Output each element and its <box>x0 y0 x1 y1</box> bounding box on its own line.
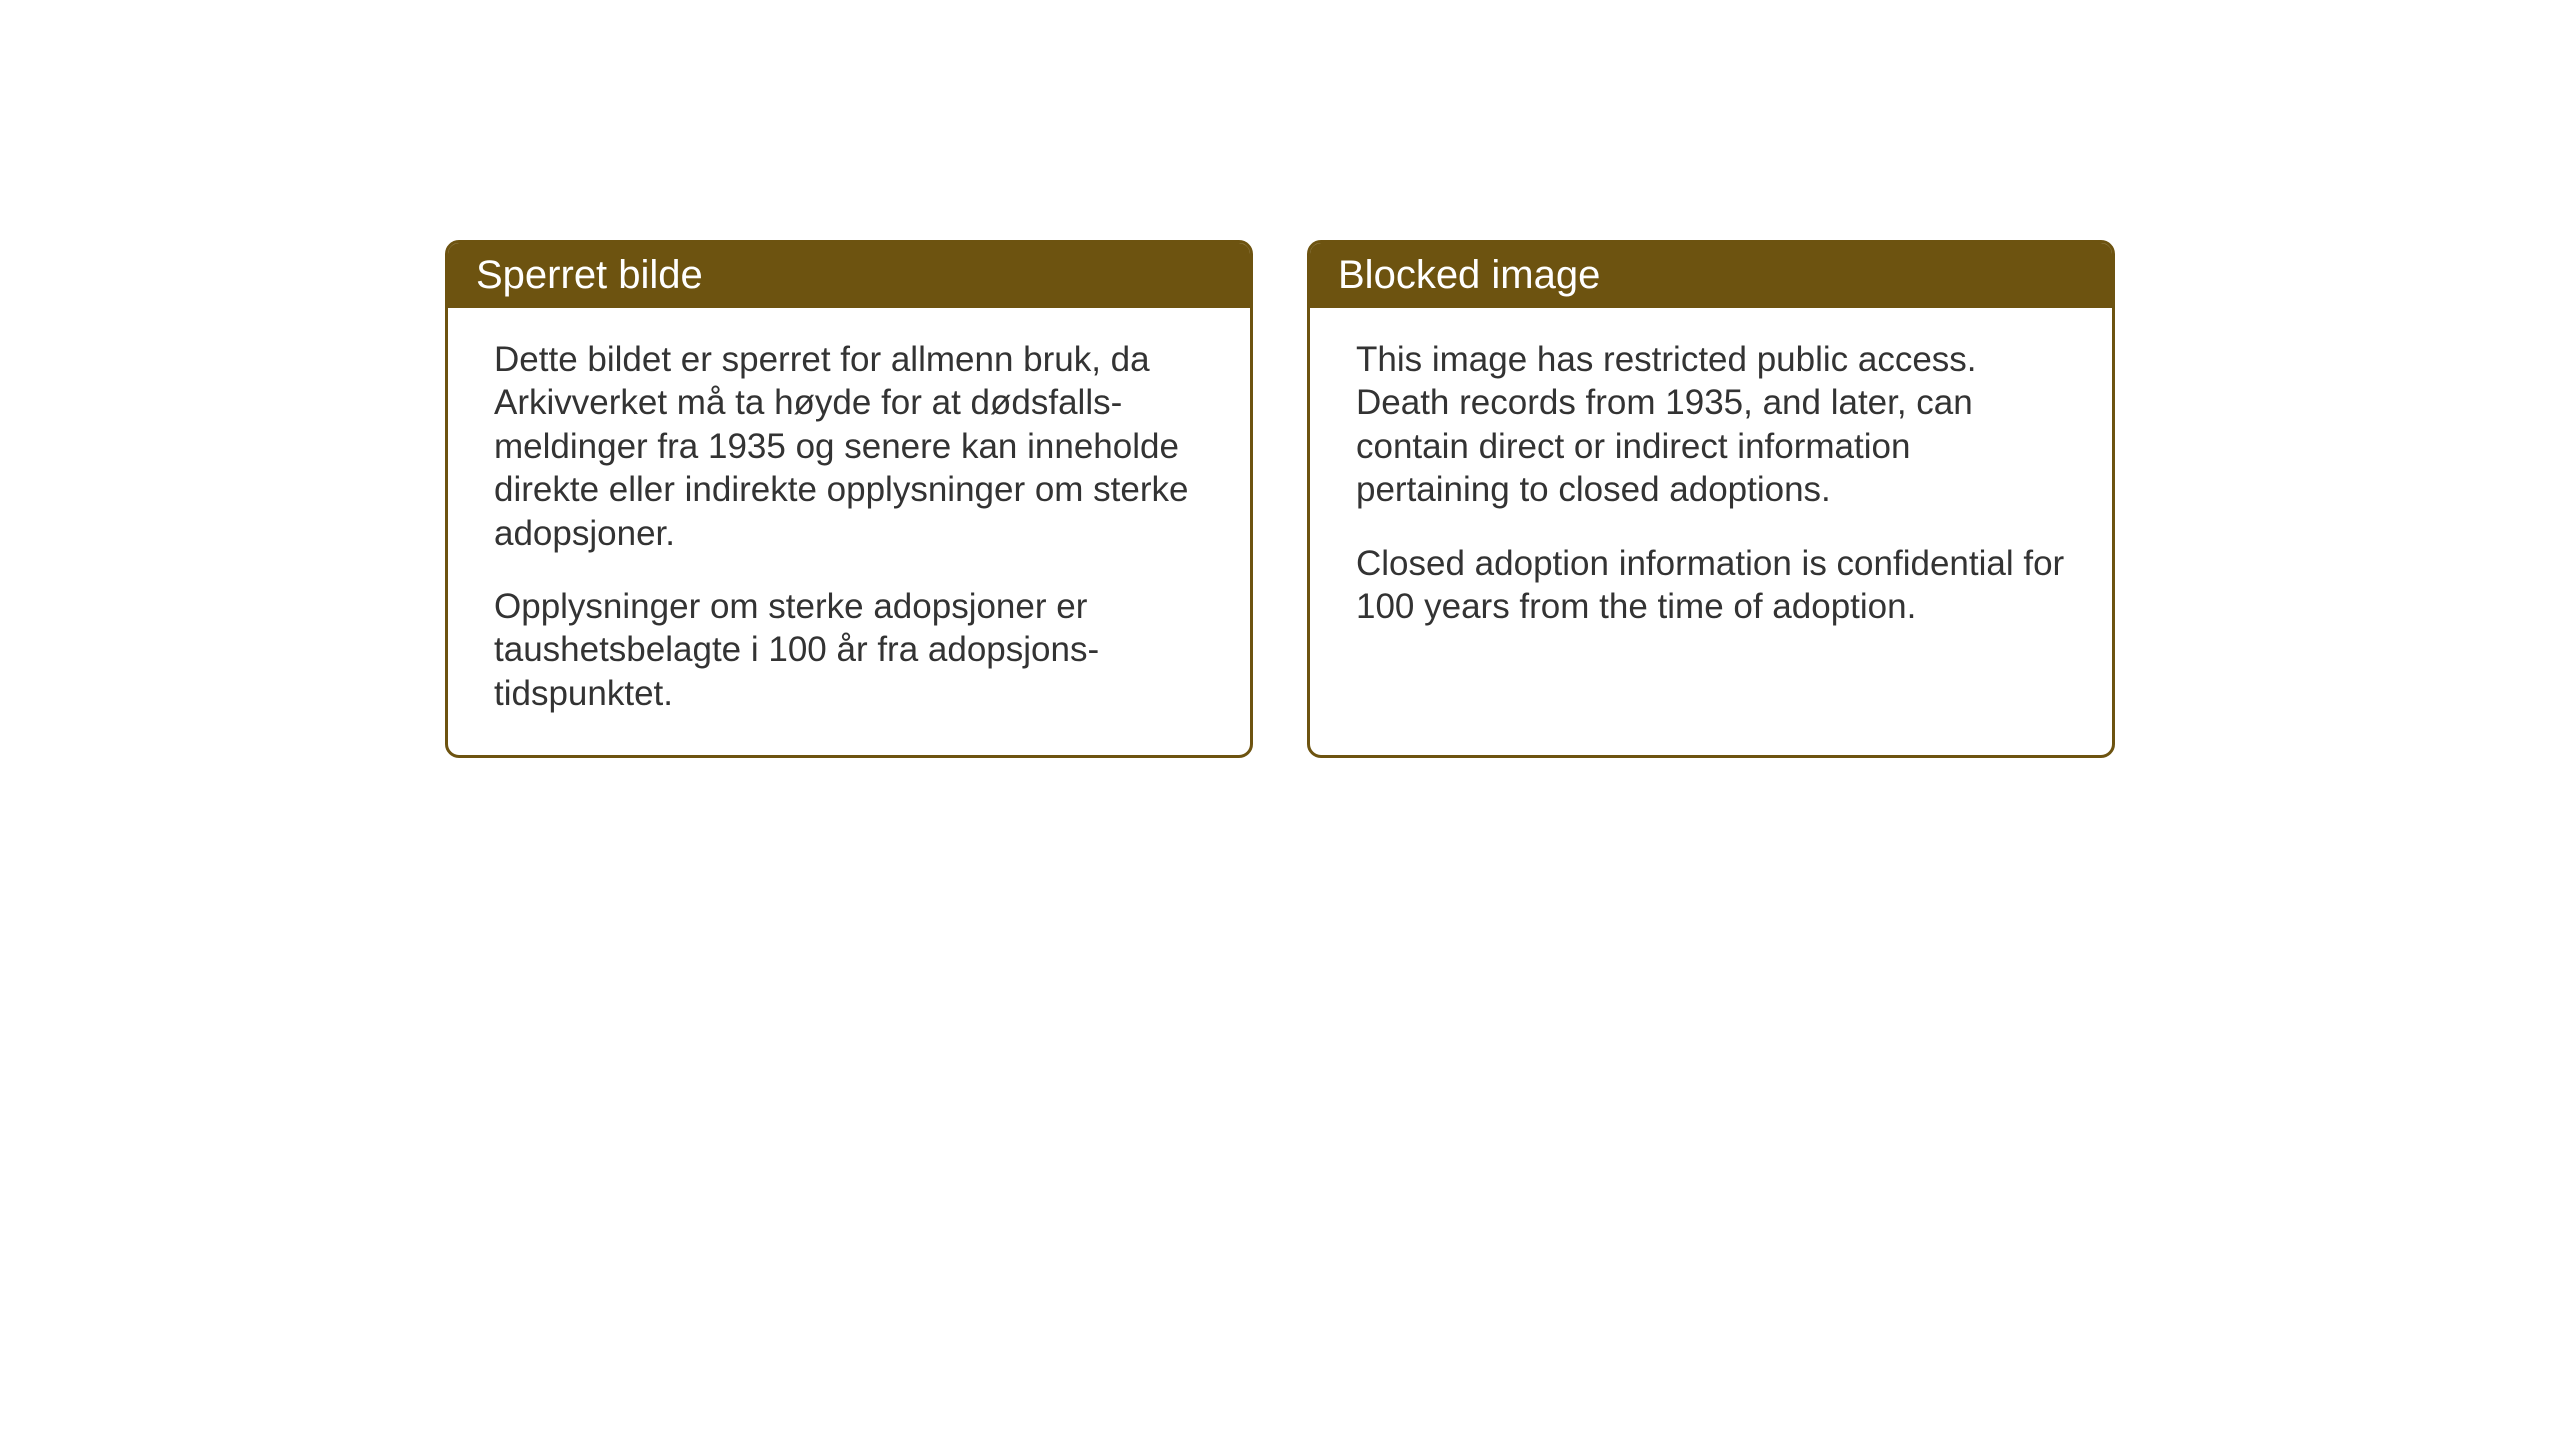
card-norwegian: Sperret bilde Dette bildet er sperret fo… <box>445 240 1253 758</box>
card-english: Blocked image This image has restricted … <box>1307 240 2115 758</box>
card-paragraph1-norwegian: Dette bildet er sperret for allmenn bruk… <box>494 338 1204 555</box>
card-title-english: Blocked image <box>1338 253 1600 297</box>
card-body-norwegian: Dette bildet er sperret for allmenn bruk… <box>448 308 1250 755</box>
card-paragraph2-norwegian: Opplysninger om sterke adopsjoner er tau… <box>494 585 1204 715</box>
card-paragraph2-english: Closed adoption information is confident… <box>1356 542 2066 629</box>
card-body-english: This image has restricted public access.… <box>1310 308 2112 708</box>
card-header-english: Blocked image <box>1310 243 2112 308</box>
card-paragraph1-english: This image has restricted public access.… <box>1356 338 2066 512</box>
card-title-norwegian: Sperret bilde <box>476 253 703 297</box>
card-header-norwegian: Sperret bilde <box>448 243 1250 308</box>
cards-container: Sperret bilde Dette bildet er sperret fo… <box>445 240 2115 758</box>
